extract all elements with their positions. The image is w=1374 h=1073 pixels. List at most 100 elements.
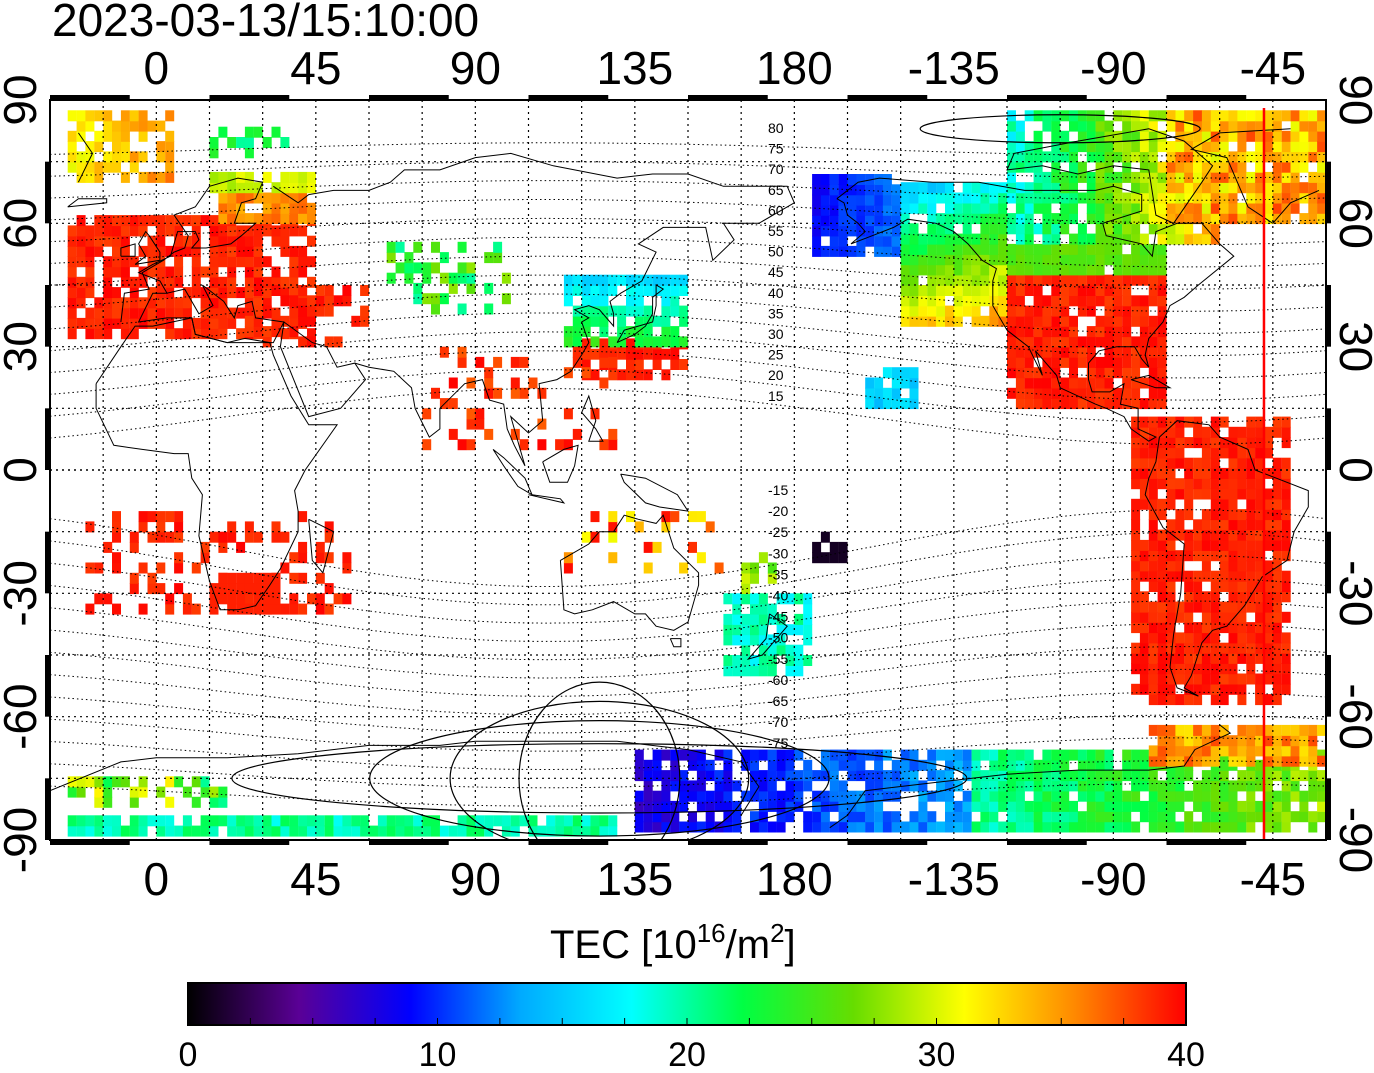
tec-cell <box>457 356 467 368</box>
tec-cell <box>820 215 830 227</box>
tec-cell <box>909 377 919 389</box>
tec-cell <box>794 665 804 677</box>
tec-cell <box>1228 591 1238 603</box>
tec-cell <box>1077 264 1087 276</box>
tec-cell <box>1264 663 1273 675</box>
tec-cell <box>608 285 618 296</box>
tec-cell <box>1007 223 1016 235</box>
tec-cell <box>1175 673 1185 685</box>
tec-cell <box>812 194 822 206</box>
tec-cell <box>1024 346 1034 358</box>
tec-cell <box>1166 120 1176 132</box>
tec-cell <box>1237 591 1247 603</box>
tec-cell <box>900 295 910 307</box>
tec-cell <box>891 759 901 771</box>
tec-cell <box>439 293 449 305</box>
tec-cell <box>1255 550 1265 562</box>
tec-cell <box>1033 254 1043 266</box>
tec-cell <box>307 825 316 837</box>
tec-cell <box>1184 467 1194 479</box>
tec-cell <box>1086 192 1096 204</box>
tec-cell <box>1201 457 1211 469</box>
tec-cell <box>1139 498 1149 510</box>
tec-cell <box>395 815 405 827</box>
tec-cell <box>138 130 148 142</box>
tec-cell <box>812 245 822 257</box>
tec-cell <box>599 305 609 317</box>
tec-cell <box>696 759 706 771</box>
tec-cell <box>1095 120 1105 132</box>
tec-cell <box>1095 130 1105 142</box>
tec-cell <box>820 184 830 196</box>
tec-cell <box>1060 770 1070 782</box>
tec-cell <box>670 336 680 348</box>
tec-cell <box>750 780 759 792</box>
tec-cell <box>1175 171 1185 183</box>
tec-cell <box>120 110 130 122</box>
tec-cell <box>404 272 414 284</box>
tec-cell <box>1210 780 1220 792</box>
tec-cell <box>147 266 157 278</box>
tec-cell <box>1281 673 1291 685</box>
tec-cell <box>1255 539 1265 551</box>
tec-cell <box>661 326 671 338</box>
tec-cell <box>253 126 263 138</box>
tec-cell <box>253 276 263 288</box>
tec-cell <box>909 233 919 245</box>
tec-cell <box>200 825 210 837</box>
tec-cell <box>1148 447 1158 459</box>
tec-cell <box>1272 130 1282 142</box>
tec-cell <box>165 511 175 523</box>
tec-cell <box>191 256 201 268</box>
tec-cell <box>253 182 263 194</box>
tec-cell <box>1281 800 1291 812</box>
tec-cell <box>590 511 600 523</box>
tec-cell <box>1308 770 1318 782</box>
tec-cell <box>971 800 981 812</box>
tec-cell <box>1299 800 1309 812</box>
tec-cell <box>1086 141 1096 153</box>
tec-cell <box>1228 570 1238 582</box>
coastline <box>616 284 665 344</box>
coastline <box>829 724 1232 829</box>
tec-cell <box>227 603 237 615</box>
tec-cell <box>200 776 210 788</box>
tec-cell <box>1237 683 1247 695</box>
tec-cell <box>1007 336 1016 348</box>
tec-cell <box>1007 171 1016 183</box>
tec-cell <box>563 439 573 451</box>
tec-cell <box>909 202 919 214</box>
tec-cell <box>129 110 139 122</box>
tec-cell <box>1122 800 1132 812</box>
tec-cell <box>298 192 308 204</box>
tec-cell <box>227 276 237 288</box>
tec-cell <box>1219 622 1229 634</box>
mlat-contour <box>50 714 1326 752</box>
tec-cell <box>324 815 334 827</box>
tec-cell <box>218 245 228 257</box>
tec-cell <box>980 780 990 792</box>
tec-cell <box>1210 447 1220 459</box>
tec-cell <box>76 225 86 237</box>
tec-cell <box>661 749 671 761</box>
tec-cell <box>803 655 813 666</box>
right-tick-label: 0 <box>1330 457 1374 483</box>
tec-cell <box>1139 663 1149 675</box>
tec-cell <box>998 305 1008 317</box>
tec-cell <box>1131 611 1141 623</box>
tec-cell <box>484 252 494 264</box>
tec-cell <box>1131 356 1141 368</box>
tec-cell <box>989 821 999 833</box>
tec-cell <box>953 305 963 317</box>
tec-cell <box>1166 770 1176 782</box>
tec-cell <box>1086 759 1096 771</box>
tec-cell <box>1264 821 1273 833</box>
tec-cell <box>1104 800 1114 812</box>
tec-cell <box>1228 673 1238 685</box>
tec-cell <box>829 245 839 257</box>
tec-cell <box>971 770 981 782</box>
tec-cell <box>882 367 892 379</box>
tec-cell <box>1184 652 1194 664</box>
tec-cell <box>1033 285 1043 296</box>
